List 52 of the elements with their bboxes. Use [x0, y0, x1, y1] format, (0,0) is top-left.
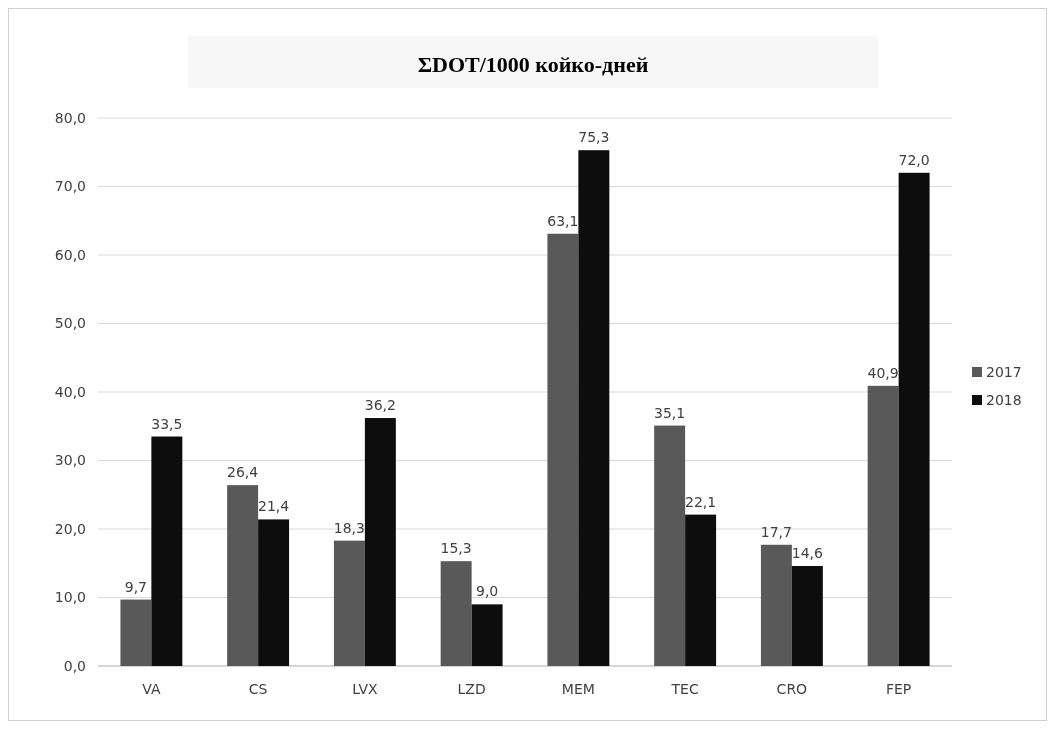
- x-tick-label: LVX: [352, 681, 378, 697]
- data-label: 33,5: [151, 415, 183, 432]
- data-label: 63,1: [547, 212, 579, 229]
- data-label: 9,7: [124, 578, 148, 595]
- legend-label: 2018: [986, 391, 1022, 408]
- y-tick-label: 20,0: [54, 520, 86, 537]
- data-label: 9,0: [475, 583, 499, 600]
- bar: [867, 385, 899, 666]
- legend-label: 2017: [986, 363, 1022, 380]
- y-tick-label: 80,0: [54, 109, 86, 126]
- data-label: 35,1: [654, 404, 686, 421]
- bar: [685, 514, 717, 666]
- y-tick-label: 30,0: [54, 452, 86, 469]
- chart-title: ΣDOT/1000 койко-дней: [417, 52, 649, 77]
- data-label: 18,3: [333, 519, 365, 536]
- x-tick-label: LZD: [457, 681, 486, 697]
- data-label: 22,1: [685, 493, 717, 510]
- bar: [791, 565, 823, 666]
- bar: [578, 150, 610, 666]
- data-label: 26,4: [227, 464, 259, 481]
- data-label: 14,6: [791, 544, 824, 561]
- bar: [227, 485, 259, 666]
- bar: [364, 418, 396, 666]
- bar: [654, 425, 686, 666]
- bar: [151, 436, 183, 666]
- data-label: 36,2: [364, 397, 396, 414]
- data-label: 15,3: [440, 540, 472, 557]
- y-tick-label: 70,0: [54, 178, 86, 195]
- x-tick-label: TEC: [670, 681, 699, 697]
- y-tick-label: 0,0: [63, 657, 86, 674]
- data-label: 21,4: [258, 498, 290, 515]
- x-tick-label: CRO: [776, 681, 808, 697]
- data-label: 75,3: [578, 129, 610, 146]
- bar: [258, 519, 290, 666]
- data-label: 40,9: [867, 364, 899, 381]
- bar: [760, 544, 792, 666]
- x-tick-label: FEP: [885, 681, 912, 697]
- y-tick-label: 50,0: [54, 315, 86, 332]
- x-tick-label: CS: [248, 681, 268, 697]
- data-label: 72,0: [898, 151, 930, 168]
- x-tick-label: MEM: [561, 681, 595, 697]
- bar: [120, 599, 152, 666]
- bar: [547, 233, 579, 666]
- bar: [898, 172, 930, 666]
- data-label: 17,7: [760, 523, 792, 540]
- bar: [471, 604, 503, 666]
- y-tick-label: 10,0: [54, 589, 86, 606]
- y-tick-label: 60,0: [54, 246, 86, 263]
- x-tick-label: VA: [142, 681, 161, 697]
- bar: [440, 561, 472, 666]
- bar: [333, 540, 365, 666]
- y-tick-label: 40,0: [54, 383, 86, 400]
